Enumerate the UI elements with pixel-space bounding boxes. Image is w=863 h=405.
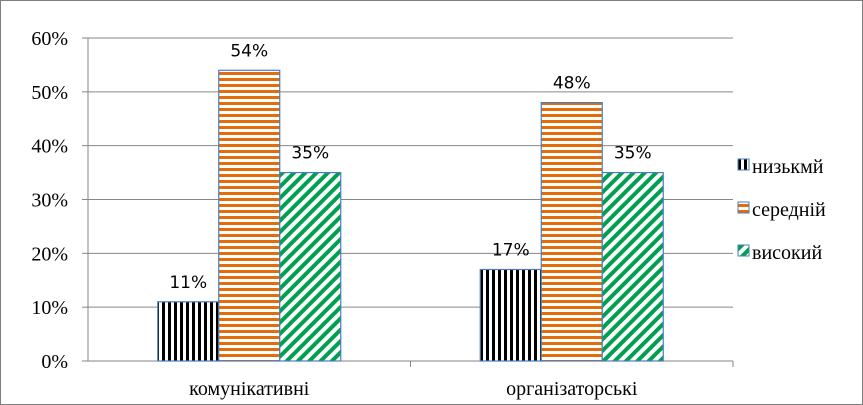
data-label: 11%: [169, 273, 207, 293]
data-label: 48%: [553, 74, 591, 94]
data-label: 35%: [614, 144, 652, 164]
x-category-label: комунікативні: [189, 378, 310, 400]
y-tick-label: 10%: [31, 297, 68, 319]
bar-2-0: [279, 171, 342, 362]
legend-label: низькмй: [752, 156, 824, 178]
y-tick-label: 60%: [31, 28, 68, 50]
legend-label: високий: [752, 242, 822, 264]
legend-swatch: [737, 244, 750, 257]
legend-swatch: [737, 201, 750, 214]
bar-0-1: [479, 268, 542, 362]
data-label: 54%: [230, 41, 268, 61]
bar-1-1: [540, 101, 603, 362]
legend-swatch: [737, 158, 750, 171]
data-label: 35%: [291, 144, 329, 164]
y-tick-label: 30%: [31, 190, 68, 212]
y-tick-label: 40%: [31, 136, 68, 158]
x-category-label: організаторські: [506, 378, 638, 400]
y-tick-label: 20%: [31, 243, 68, 265]
y-tick-label: 0%: [41, 351, 68, 373]
legend-label: середній: [752, 199, 826, 221]
bar-1-0: [218, 69, 281, 362]
data-label: 17%: [492, 240, 530, 260]
bar-2-1: [601, 171, 664, 362]
y-tick-label: 50%: [31, 82, 68, 104]
bar-0-0: [157, 301, 220, 362]
